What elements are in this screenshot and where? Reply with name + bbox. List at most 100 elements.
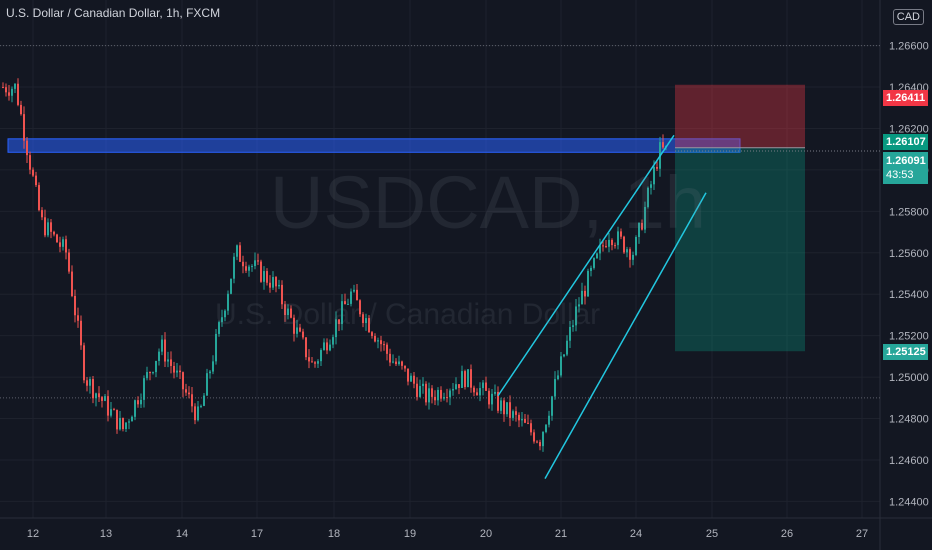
candle-body <box>383 344 385 346</box>
stop-price-tag: 1.26411 <box>883 90 928 106</box>
candle-body <box>365 318 367 324</box>
candle-body <box>98 393 100 398</box>
candle-body <box>572 325 574 327</box>
candle-body <box>173 365 175 373</box>
candle-body <box>47 222 49 236</box>
candle-body <box>344 301 346 305</box>
candle-body <box>308 357 310 362</box>
candle-body <box>638 222 640 238</box>
candle-body <box>83 345 85 381</box>
currency-button[interactable]: CAD <box>892 9 924 25</box>
candle-body <box>275 277 277 287</box>
candle-body <box>74 295 76 316</box>
candle-body <box>263 271 265 282</box>
candle-body <box>221 317 223 323</box>
candle-body <box>80 320 82 346</box>
time-tick-label: 12 <box>27 528 39 540</box>
entry-price-tag: 1.26107 <box>883 134 928 150</box>
candle-body <box>488 390 490 405</box>
candle-body <box>614 245 616 247</box>
candle-body <box>446 397 448 399</box>
candle-body <box>158 351 160 361</box>
candle-body <box>164 339 166 362</box>
candle-body <box>44 217 46 236</box>
candle-body <box>323 342 325 351</box>
candle-body <box>476 392 478 396</box>
candle-body <box>599 245 601 254</box>
time-tick-label: 20 <box>480 528 492 540</box>
candle-body <box>272 277 274 288</box>
candle-body <box>131 416 133 422</box>
candle-body <box>311 361 313 363</box>
candle-body <box>53 231 55 235</box>
candle-body <box>389 353 391 363</box>
stop-loss-area <box>675 84 805 148</box>
time-tick-label: 27 <box>856 528 868 540</box>
candle-body <box>86 380 88 386</box>
candle-body <box>140 399 142 405</box>
candle-body <box>332 337 334 345</box>
target-price-tag: 1.25125 <box>883 344 928 360</box>
candle-body <box>260 261 262 282</box>
candle-body <box>305 337 307 358</box>
candle-body <box>215 333 217 362</box>
candle-body <box>635 237 637 255</box>
candle-body <box>296 327 298 334</box>
candle-body <box>236 245 238 257</box>
last-price-value: 1.26091 <box>886 155 926 167</box>
candle-body <box>281 284 283 305</box>
candle-body <box>512 411 514 418</box>
candle-body <box>92 379 94 399</box>
candle-body <box>185 389 187 393</box>
candle-body <box>329 344 331 351</box>
candle-body <box>71 271 73 296</box>
candle-body <box>584 290 586 297</box>
candle-body <box>95 393 97 399</box>
candle-body <box>89 379 91 386</box>
channel-lower-line <box>544 192 707 479</box>
candle-body <box>170 359 172 366</box>
candle-body <box>197 406 199 421</box>
candle-body <box>245 266 247 271</box>
candle-body <box>50 222 52 232</box>
candle-body <box>125 422 127 430</box>
candle-body <box>218 322 220 334</box>
candle-body <box>302 331 304 338</box>
candle-body <box>2 87 4 89</box>
candle-body <box>494 391 496 394</box>
candle-body <box>200 405 202 407</box>
candle-body <box>452 389 454 391</box>
candle-body <box>662 142 664 148</box>
candle-body <box>299 327 301 332</box>
time-tick-label: 18 <box>328 528 340 540</box>
candle-body <box>56 234 58 243</box>
candle-body <box>155 360 157 373</box>
candle-body <box>398 361 400 365</box>
candle-body <box>191 394 193 407</box>
candle-body <box>416 383 418 397</box>
candle-body <box>134 400 136 417</box>
symbol-title[interactable]: U.S. Dollar / Canadian Dollar, 1h, FXCM <box>6 6 221 20</box>
candle-body <box>161 339 163 352</box>
candle-body <box>122 417 124 430</box>
candle-body <box>632 254 634 260</box>
candle-body <box>116 409 118 430</box>
candle-body <box>257 260 259 262</box>
candle-body <box>68 252 70 272</box>
candle-body <box>77 315 79 321</box>
candle-body <box>623 236 625 253</box>
candle-body <box>287 308 289 316</box>
candle-body <box>392 361 394 363</box>
candle-body <box>563 354 565 357</box>
candle-body <box>20 104 22 115</box>
price-tick-label: 1.24400 <box>889 496 929 508</box>
candle-body <box>317 361 319 364</box>
candle-body <box>443 397 445 399</box>
candle-body <box>35 175 37 186</box>
candle-body <box>248 266 250 271</box>
candle-body <box>542 431 544 447</box>
candle-body <box>143 378 145 400</box>
candle-body <box>149 372 151 374</box>
candle-body <box>386 344 388 354</box>
